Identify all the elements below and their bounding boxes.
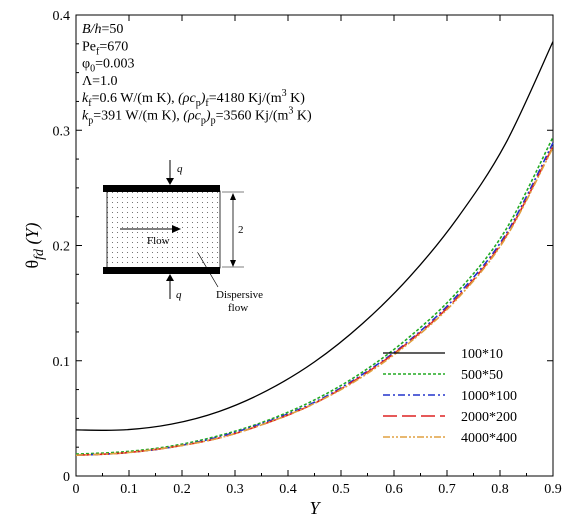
top-heat-flux-label: q <box>177 163 183 175</box>
y-tick-label: 0.3 <box>53 124 71 139</box>
x-tick-label: 0.9 <box>544 482 562 497</box>
y-tick-label: 0.4 <box>53 9 71 24</box>
y-tick-label: 0.2 <box>53 240 71 255</box>
x-tick-label: 0.7 <box>438 482 456 497</box>
flow-arrowhead <box>172 225 181 233</box>
dispersive-flow-pointer <box>197 252 219 288</box>
x-tick-label: 0.4 <box>279 482 297 497</box>
x-tick-label: 0.3 <box>226 482 244 497</box>
legend-label-1000*100: 1000*100 <box>461 389 517 404</box>
series-line-4000*400 <box>75 147 554 457</box>
axes-layer: 0 0.1 0.2 0.3 0.4 0.5 0.6 0.7 0.8 0.9 0 0.1 0.2 0.3 0.… <box>22 9 562 518</box>
parameter-line: Λ=1.0 <box>82 74 118 89</box>
y-tick-label: 0 <box>63 470 70 485</box>
x-tick-label: 0.8 <box>491 482 509 497</box>
dispersive-flow-label-2: flow <box>228 302 248 314</box>
legend-label-2000*200: 2000*200 <box>461 410 517 425</box>
height-label: 2 <box>238 224 244 236</box>
series-layer <box>75 41 554 457</box>
parameter-line: kp=391 W/(m K), (ρcp)p=3560 Kj/(m3 K) <box>82 106 312 127</box>
legend-label-500*50: 500*50 <box>461 368 503 383</box>
flow-label: Flow <box>147 235 170 247</box>
top-wall <box>103 185 220 192</box>
x-tick-label: 0.1 <box>120 482 138 497</box>
parameter-line: B/h=50 <box>82 22 123 37</box>
legend-label-4000*400: 4000*400 <box>461 431 517 446</box>
x-tick-label: 0.2 <box>173 482 191 497</box>
height-dimension-arrow-top <box>230 193 236 200</box>
y-tick-label: 0.1 <box>53 355 71 370</box>
y-axis-title: θfd (Y) <box>22 222 47 268</box>
bottom-heat-flux-label: q <box>176 289 182 301</box>
dispersive-flow-label-1: Dispersive <box>216 289 263 301</box>
height-dimension-arrow-bottom <box>230 260 236 267</box>
bottom-heat-flux-arrowhead <box>166 274 174 281</box>
parameter-line: φ0=0.003 <box>82 57 135 75</box>
channel-schematic: q q Flow 2 Dispersive flow <box>103 160 263 314</box>
x-tick-label: 0 <box>73 482 80 497</box>
x-axis-title: Y <box>309 498 321 518</box>
x-tick-label: 0.6 <box>385 482 403 497</box>
parameter-line: kf=0.6 W/(m K), (ρcp)f=4180 Kj/(m3 K) <box>82 88 305 109</box>
legend-label-100*10: 100*10 <box>461 347 503 362</box>
series-line-100*10 <box>75 41 554 431</box>
series-line-500*50 <box>75 136 554 455</box>
bottom-wall <box>103 267 220 274</box>
parameter-line: Pef=670 <box>82 39 128 57</box>
legend: 100*10 500*50 1000*100 2000*200 4000*400 <box>383 347 517 446</box>
x-tick-label: 0.5 <box>332 482 350 497</box>
top-heat-flux-arrowhead <box>166 178 174 185</box>
